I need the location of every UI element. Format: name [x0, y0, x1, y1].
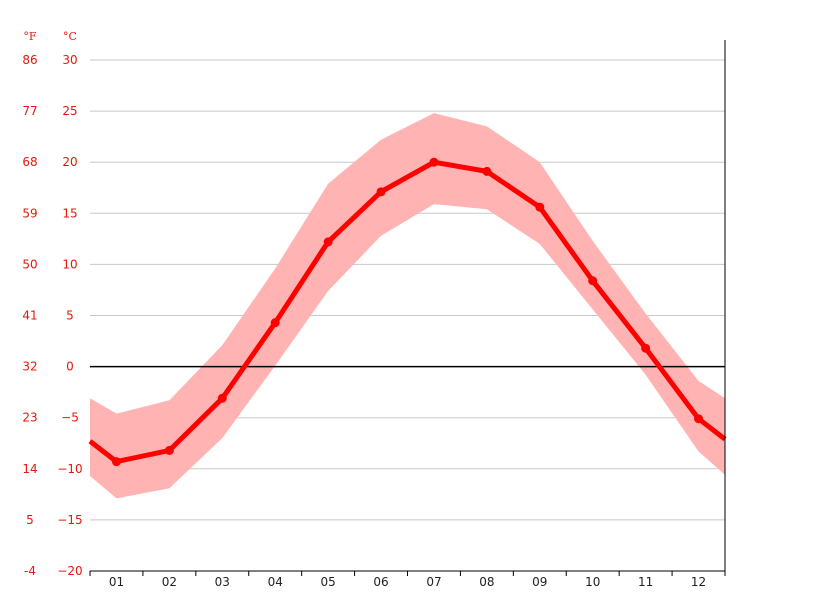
y-tick-label-c: 5 [66, 309, 74, 323]
data-point [482, 166, 492, 176]
data-point [217, 393, 227, 403]
x-tick-label: 06 [373, 575, 388, 589]
x-tick-label: 03 [215, 575, 230, 589]
y-tick-label-f: -4 [24, 564, 36, 578]
y-tick-label-f: 14 [22, 462, 37, 476]
y-axis-fahrenheit-labels: 86 77 68 59 50 41 32 23 14 5 -4 [22, 53, 37, 578]
y-tick-label-f: 32 [22, 360, 37, 374]
y-tick-label-c: −20 [57, 564, 82, 578]
y-tick-label-c: −15 [57, 513, 82, 527]
x-tick-label: 02 [162, 575, 177, 589]
fahrenheit-unit-label: °F [23, 30, 37, 43]
data-point [535, 202, 545, 212]
x-tick-label: 09 [532, 575, 547, 589]
y-tick-label-c: 30 [62, 53, 77, 67]
x-tick-label: 04 [268, 575, 283, 589]
y-axis-celsius-labels: 30 25 20 15 10 5 0 −5 −10 −15 −20 [57, 53, 82, 578]
x-tick-label: 01 [109, 575, 124, 589]
data-point [323, 237, 333, 247]
data-point [270, 318, 280, 328]
x-tick-label: 08 [479, 575, 494, 589]
data-point [111, 457, 121, 467]
y-tick-label-c: −5 [61, 411, 79, 425]
y-tick-label-c: −10 [57, 462, 82, 476]
y-tick-label-c: 20 [62, 155, 77, 169]
y-tick-label-f: 5 [26, 513, 34, 527]
y-tick-label-f: 23 [22, 411, 37, 425]
data-point [641, 343, 651, 353]
y-tick-label-c: 10 [62, 257, 77, 271]
x-axis-labels: 01 02 03 04 05 06 07 08 09 10 11 12 [109, 575, 706, 589]
x-tick-label: 05 [320, 575, 335, 589]
data-point [429, 157, 439, 167]
axes [89, 40, 726, 576]
y-tick-label-c: 15 [62, 206, 77, 220]
y-tick-label-f: 41 [22, 309, 37, 323]
x-tick-label: 07 [426, 575, 441, 589]
x-tick-label: 11 [638, 575, 653, 589]
data-point [588, 276, 598, 286]
average-temperature-line [88, 159, 727, 465]
y-tick-label-f: 77 [22, 104, 37, 118]
x-tick-label: 12 [691, 575, 706, 589]
data-points [111, 157, 704, 467]
y-tick-label-f: 59 [22, 206, 37, 220]
y-tick-label-c: 0 [66, 360, 74, 374]
data-point [376, 187, 386, 197]
celsius-unit-label: °C [63, 30, 77, 43]
temperature-range-band [90, 113, 725, 499]
data-point [164, 445, 174, 455]
x-tick-label: 10 [585, 575, 600, 589]
y-tick-label-f: 68 [22, 155, 37, 169]
data-point [694, 414, 704, 424]
y-tick-label-f: 50 [22, 257, 37, 271]
y-tick-label-c: 25 [62, 104, 77, 118]
y-tick-label-f: 86 [22, 53, 37, 67]
